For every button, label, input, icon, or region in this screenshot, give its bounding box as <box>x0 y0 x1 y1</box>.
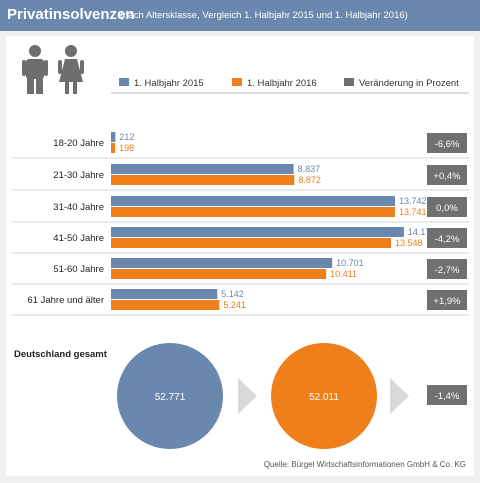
data-label-2016: 8.872 <box>298 175 321 185</box>
bar-2015 <box>111 289 218 299</box>
data-label-2015: 5.142 <box>221 289 244 299</box>
bar-2016 <box>111 207 395 217</box>
data-label-2015: 10.701 <box>336 258 364 268</box>
bar-2016 <box>111 269 327 279</box>
bar-2016 <box>111 238 391 248</box>
category-label: 18-20 Jahre <box>53 138 104 149</box>
data-label-2016: 5.241 <box>223 300 246 310</box>
bar-2015 <box>111 227 404 237</box>
page-subtitle: (nach Altersklasse, Vergleich 1. Halbjah… <box>120 10 408 21</box>
bar-2016 <box>111 143 116 153</box>
category-label: 61 Jahre und älter <box>27 295 104 306</box>
change-value: +1,9% <box>433 296 461 307</box>
total-value-2015: 52.771 <box>155 392 186 403</box>
header-bar: Privatinsolvenzen (nach Altersklasse, Ve… <box>0 0 480 31</box>
data-label-2016: 13.741 <box>399 207 427 217</box>
data-label-2016: 198 <box>119 143 134 153</box>
man-icon <box>22 45 48 94</box>
change-value: 0,0% <box>436 203 458 214</box>
category-label: 51-60 Jahre <box>53 264 104 275</box>
bar-2015 <box>111 132 116 142</box>
legend-swatch <box>232 78 242 86</box>
legend-label: 1. Halbjahr 2016 <box>247 78 317 89</box>
change-value: -2,7% <box>435 265 460 276</box>
total-label: Deutschland gesamt <box>14 349 108 360</box>
legend-swatch <box>344 78 354 86</box>
category-label: 31-40 Jahre <box>53 202 104 213</box>
arrow-icon <box>390 378 409 414</box>
data-label-2015: 8.837 <box>298 164 321 174</box>
data-label-2016: 13.548 <box>395 238 423 248</box>
total-change-badge <box>427 385 467 405</box>
woman-icon <box>58 45 84 94</box>
total-circle-2015 <box>117 343 223 449</box>
total-value-2016: 52.011 <box>309 392 339 403</box>
change-value: -6,6% <box>435 139 460 150</box>
data-label-2015: 212 <box>119 132 134 142</box>
chart-canvas: 1. Halbjahr 2015 1. Halbjahr 2016 Veränder… <box>12 45 469 469</box>
arrow-icon <box>238 378 257 414</box>
chart-panel: 1. Halbjahr 2015 1. Halbjahr 2016 Veränder… <box>6 36 474 476</box>
legend-label: 1. Halbjahr 2015 <box>134 78 204 89</box>
legend-swatch <box>119 78 129 86</box>
bar-2016 <box>111 300 220 310</box>
bar-2016 <box>111 175 295 185</box>
change-badge <box>427 259 467 279</box>
total-change-value: -1,4% <box>435 391 460 402</box>
change-badge <box>427 133 467 153</box>
change-badge <box>427 290 467 310</box>
total-circle-2016 <box>271 343 377 449</box>
legend-label: Veränderung in Prozent <box>359 78 459 89</box>
change-badge <box>427 165 467 185</box>
category-label: 21-30 Jahre <box>53 170 104 181</box>
category-label: 41-50 Jahre <box>53 233 104 244</box>
data-label-2015: 14.173 <box>408 227 436 237</box>
change-value: +0,4% <box>433 171 461 182</box>
source-note: Quelle: Bürgel Wirtschaftsinformationen … <box>264 460 466 469</box>
bar-2015 <box>111 196 396 206</box>
change-badge <box>427 228 467 248</box>
change-badge <box>427 197 467 217</box>
change-value: -4,2% <box>435 234 460 245</box>
page-title: Privatinsolvenzen <box>7 6 135 23</box>
data-label-2016: 10.411 <box>330 269 357 279</box>
bar-2015 <box>111 164 294 174</box>
bar-2015 <box>111 258 333 268</box>
data-label-2015: 13.742 <box>399 196 427 206</box>
